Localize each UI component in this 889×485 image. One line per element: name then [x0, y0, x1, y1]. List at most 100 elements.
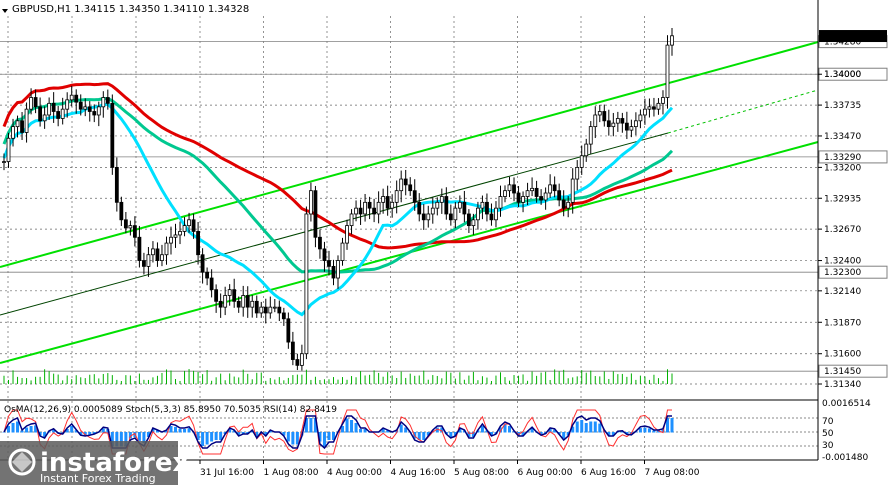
osma-bar: [548, 429, 552, 433]
candle-body: [132, 225, 137, 238]
candle-body: [155, 248, 160, 261]
candle-body: [548, 184, 553, 194]
candle-body: [6, 137, 11, 162]
candle-body: [11, 126, 15, 139]
candle-body: [78, 101, 83, 110]
osma-bar: [119, 432, 123, 447]
candle-body: [182, 225, 187, 232]
osma-bar: [607, 432, 611, 436]
candle-body: [430, 207, 435, 215]
x-tick-label: 4 Aug 00:00: [327, 468, 382, 478]
osma-bar: [399, 424, 403, 433]
candle-body: [15, 120, 20, 128]
osma-bar: [137, 432, 141, 441]
chart-header: GBPUSD,H1 1.34115 1.34350 1.34110 1.3432…: [2, 4, 249, 15]
candle-body: [606, 120, 611, 128]
candle-body: [272, 306, 277, 309]
osma-bar: [593, 421, 597, 433]
candle-body: [245, 295, 250, 308]
x-tick-label: 31 Jul 16:00: [200, 468, 254, 478]
candle-body: [277, 306, 282, 314]
candle-body: [611, 122, 616, 128]
dropdown-icon[interactable]: [2, 9, 8, 13]
y-tick-label: 1.34000: [824, 70, 861, 80]
osma-bar: [291, 432, 295, 445]
osma-bar: [164, 430, 168, 433]
candle-body: [33, 97, 38, 108]
candle-body: [281, 312, 286, 320]
candle-body: [480, 201, 485, 209]
candle-body: [218, 300, 223, 308]
osma-bar: [83, 432, 87, 436]
y-tick-label: 1.33470: [824, 132, 861, 142]
osma-bar: [74, 430, 78, 433]
osma-bar: [435, 427, 439, 433]
osma-bar: [480, 426, 484, 433]
osma-bar: [169, 426, 173, 433]
logo-tagline: Instant Forex Trading: [40, 472, 156, 485]
x-tick-label: 1 Aug 08:00: [264, 468, 319, 478]
osma-bar: [638, 428, 642, 433]
osma-bar: [476, 430, 480, 433]
candle-body: [295, 359, 300, 366]
candle-body: [476, 207, 480, 221]
candle-body: [42, 114, 47, 122]
candle-body: [638, 114, 643, 122]
candle-body: [119, 201, 124, 221]
candle-body: [2, 161, 6, 163]
candle-body: [286, 318, 291, 343]
price-level-label: 1.31450: [824, 367, 861, 377]
candle-body: [101, 97, 106, 108]
osma-bar: [183, 429, 187, 433]
candle-body: [462, 201, 467, 215]
candle-body: [200, 254, 205, 273]
candle-body: [453, 207, 458, 221]
candle-body: [178, 231, 182, 236]
candle-body: [408, 184, 413, 192]
osma-bar: [34, 425, 38, 433]
candle-body: [331, 265, 336, 279]
osma-bar: [575, 421, 579, 433]
x-tick-label: 4 Aug 16:00: [391, 468, 446, 478]
osma-bar: [187, 428, 191, 433]
osma-bar: [16, 421, 20, 433]
candle-body: [584, 143, 589, 157]
candle-body: [602, 111, 607, 122]
candle-body: [448, 213, 453, 221]
osma-bar: [350, 420, 354, 433]
candle-body: [209, 277, 214, 291]
candle-body: [615, 118, 620, 124]
candle-body: [399, 178, 404, 192]
y-tick-label: 1.31870: [824, 318, 861, 328]
candle-body: [263, 306, 268, 314]
candle-body: [241, 295, 246, 308]
candle-body: [205, 271, 210, 279]
osma-bar: [462, 430, 466, 433]
candle-body: [633, 120, 638, 128]
price-level-label: 1.33290: [824, 153, 861, 163]
osma-bar: [417, 432, 421, 440]
candle-body: [507, 184, 512, 192]
osma-bar: [232, 430, 236, 433]
osma-bar: [318, 432, 322, 442]
osma-bar: [584, 423, 588, 433]
logo: instaforex Instant Forex Trading: [0, 441, 190, 485]
osma-bar: [485, 430, 489, 433]
candle-body: [110, 102, 115, 168]
osma-bar: [571, 426, 575, 433]
candle-body: [376, 201, 381, 215]
price-level-label: 1.34000: [824, 70, 861, 80]
osma-bar: [309, 418, 313, 433]
candle-body: [665, 44, 670, 98]
osma-bar: [354, 423, 358, 433]
osma-bar: [557, 432, 561, 435]
osma-bar: [142, 432, 146, 443]
osma-bar: [449, 432, 453, 437]
osma-bar: [255, 432, 259, 437]
candle-body: [525, 190, 530, 197]
candle-body: [299, 353, 304, 366]
candle-body: [92, 111, 97, 116]
candle-body: [498, 196, 503, 209]
x-tick-label: 6 Aug 00:00: [518, 468, 573, 478]
osma-bar: [70, 426, 74, 433]
